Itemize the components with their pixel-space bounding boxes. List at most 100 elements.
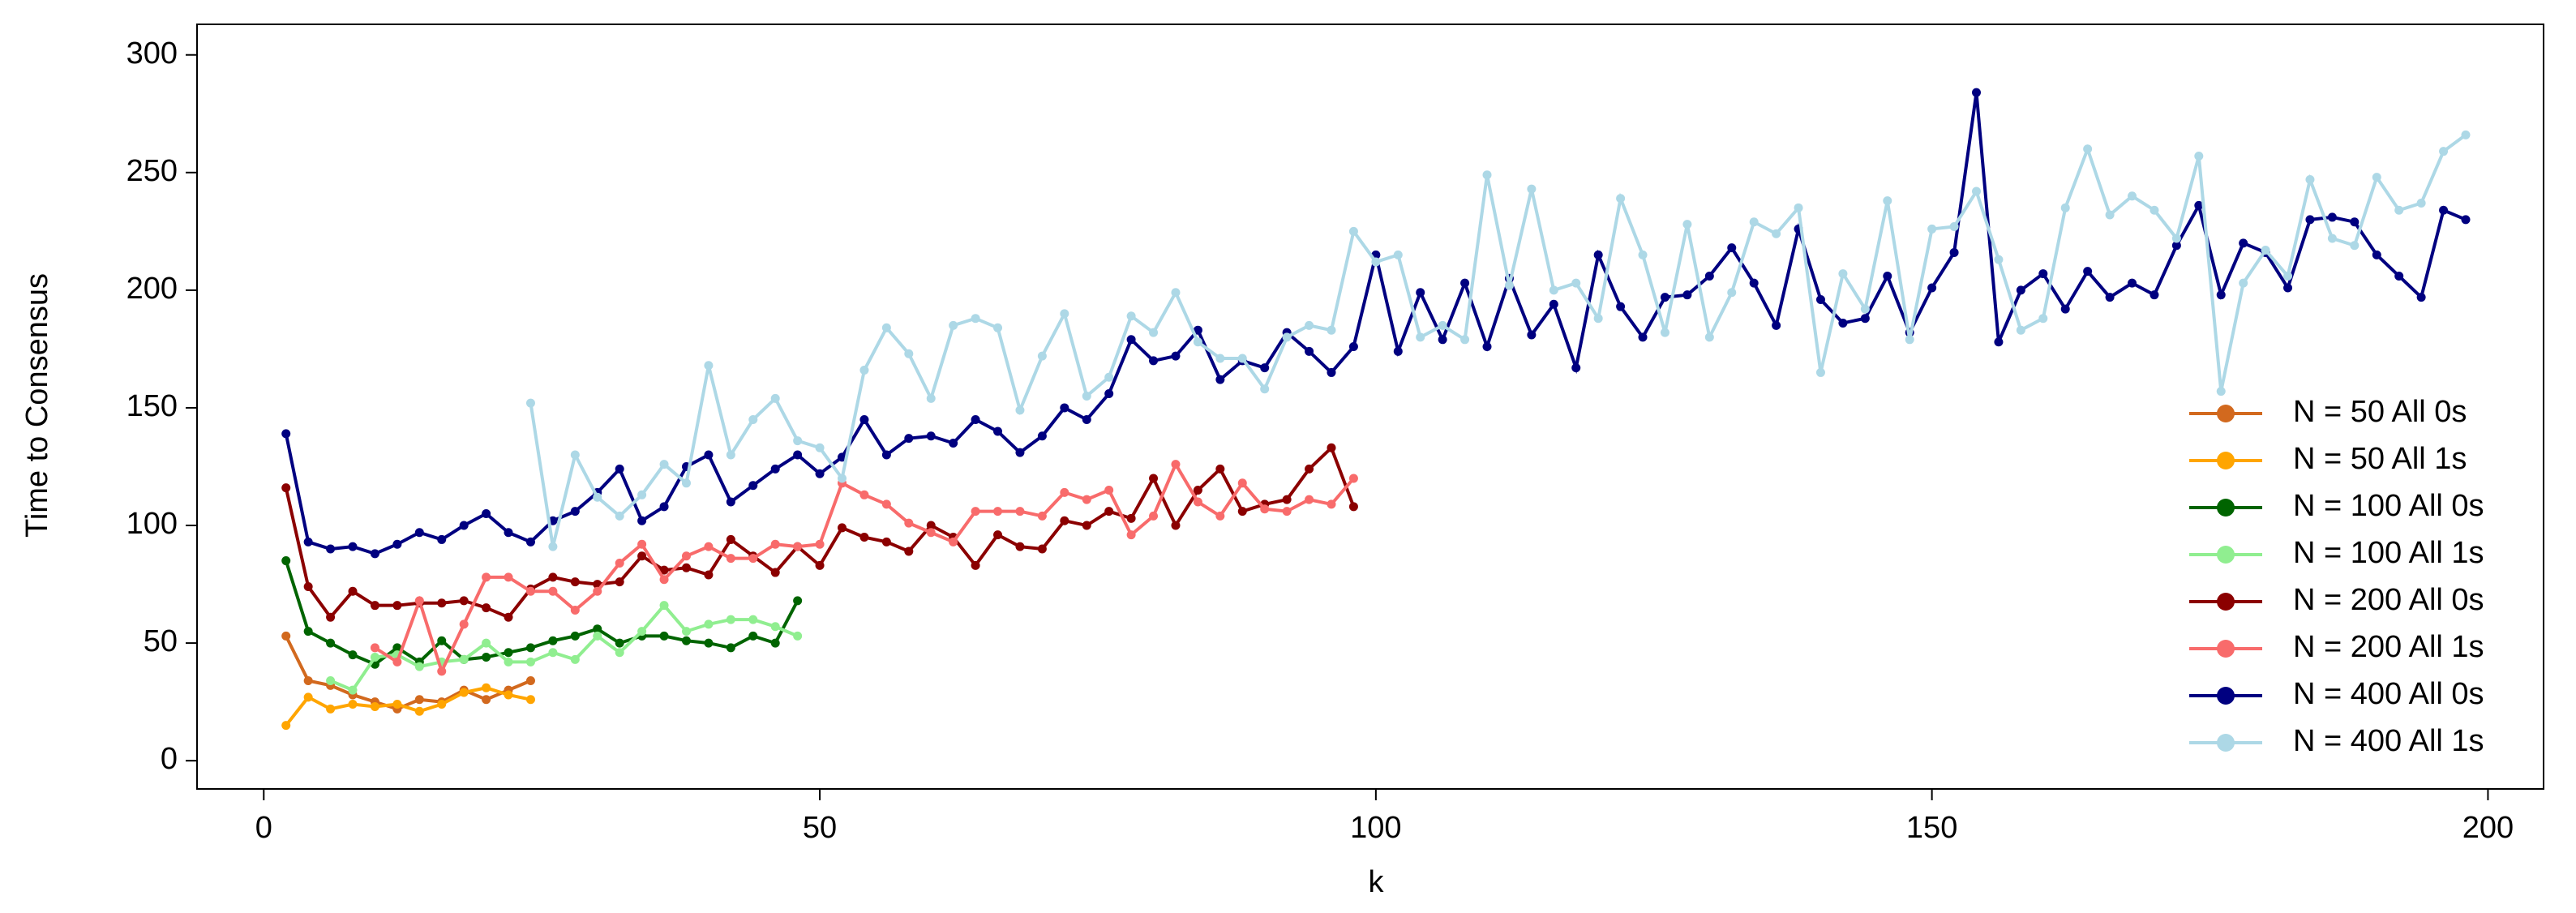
data-point <box>2239 238 2248 248</box>
data-point <box>1193 497 1202 507</box>
legend-label: N = 50 All 1s <box>2293 442 2467 476</box>
data-point <box>1327 367 1336 377</box>
data-point <box>2016 325 2025 335</box>
data-point <box>326 544 336 554</box>
data-point <box>1282 495 1292 504</box>
data-point <box>525 537 535 547</box>
data-point <box>303 676 313 686</box>
data-point <box>1015 507 1025 517</box>
data-point <box>615 558 624 568</box>
data-point <box>681 563 691 572</box>
legend-marker <box>2217 499 2235 517</box>
data-point <box>993 426 1003 436</box>
data-point <box>482 509 491 519</box>
data-point <box>659 460 669 469</box>
data-point <box>281 556 291 566</box>
data-point <box>2216 290 2226 300</box>
data-point <box>838 452 847 462</box>
data-point <box>1838 318 1848 328</box>
data-point <box>615 648 624 658</box>
data-point <box>1104 389 1114 399</box>
data-point <box>659 575 669 585</box>
data-point <box>1126 513 1136 523</box>
data-point <box>793 631 803 641</box>
data-point <box>1660 293 1669 302</box>
data-point <box>1260 363 1270 373</box>
data-point <box>1305 464 1314 474</box>
data-point <box>1927 224 1937 234</box>
legend-label: N = 400 All 0s <box>2293 677 2484 711</box>
data-point <box>815 539 825 549</box>
data-point <box>770 464 780 474</box>
data-point <box>1060 403 1069 413</box>
data-point <box>1749 278 1759 288</box>
data-point <box>392 657 402 667</box>
data-point <box>1327 499 1336 509</box>
data-point <box>681 627 691 637</box>
data-point <box>392 700 402 709</box>
data-point <box>993 530 1003 540</box>
data-point <box>904 434 914 444</box>
data-point <box>1460 335 1470 345</box>
legend-marker <box>2217 452 2235 469</box>
data-point <box>971 507 980 517</box>
data-point <box>2372 173 2381 182</box>
data-point <box>2461 215 2471 225</box>
data-point <box>459 654 469 664</box>
legend-label: N = 100 All 1s <box>2293 536 2484 570</box>
data-point <box>326 704 336 714</box>
data-point <box>2439 205 2449 215</box>
data-point <box>482 572 491 582</box>
data-point <box>370 701 379 711</box>
data-point <box>1772 229 1781 238</box>
data-point <box>1815 367 1825 377</box>
series <box>281 631 535 714</box>
data-point <box>303 692 313 702</box>
x-axis-title: k <box>1369 865 1385 899</box>
data-point <box>748 481 758 491</box>
data-point <box>1082 495 1091 504</box>
data-point <box>437 636 447 645</box>
data-point <box>392 643 402 653</box>
data-point <box>437 534 447 544</box>
data-point <box>1593 250 1603 259</box>
data-point <box>1215 354 1225 363</box>
data-point <box>993 507 1003 517</box>
data-point <box>1305 320 1314 330</box>
data-point <box>881 537 891 547</box>
data-point <box>1171 351 1181 361</box>
data-point <box>971 314 980 324</box>
data-point <box>659 631 669 641</box>
series <box>326 601 803 695</box>
data-point <box>1060 487 1069 497</box>
data-point <box>704 542 714 551</box>
data-point <box>770 393 780 403</box>
data-point <box>1883 196 1892 206</box>
plot-frame <box>196 24 2544 790</box>
data-point <box>859 366 869 375</box>
data-point <box>2461 130 2471 139</box>
data-point <box>815 443 825 452</box>
data-point <box>659 601 669 611</box>
x-tick-label: 50 <box>803 811 837 845</box>
data-point <box>281 721 291 731</box>
data-point <box>482 683 491 692</box>
data-point <box>2016 285 2025 295</box>
data-point <box>548 586 558 596</box>
data-point <box>2327 212 2337 222</box>
data-point <box>859 490 869 499</box>
data-point <box>838 474 847 483</box>
data-point <box>2060 304 2070 314</box>
data-point <box>570 577 580 587</box>
data-point <box>504 528 513 538</box>
data-point <box>926 431 936 441</box>
data-point <box>2372 250 2381 259</box>
data-point <box>1193 486 1202 495</box>
data-point <box>1972 186 1982 196</box>
data-point <box>949 438 958 448</box>
data-point <box>770 539 780 549</box>
data-point <box>326 638 336 648</box>
data-point <box>548 572 558 582</box>
legend-label: N = 200 All 1s <box>2293 630 2484 664</box>
data-point <box>1727 288 1737 298</box>
